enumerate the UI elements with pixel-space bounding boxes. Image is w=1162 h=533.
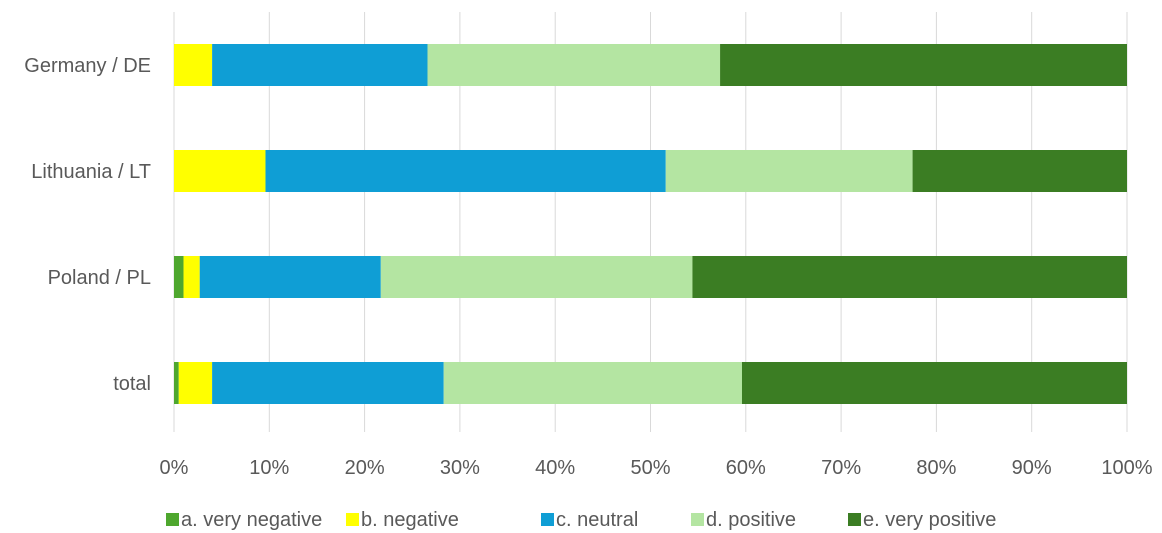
bar-segment: [380, 256, 693, 298]
category-label: total: [113, 373, 151, 395]
x-tick-label: 70%: [821, 457, 861, 479]
bars: [174, 44, 1127, 404]
legend-swatch: [848, 513, 861, 526]
x-tick-label: 20%: [345, 457, 385, 479]
legend-label: c. neutral: [556, 509, 638, 531]
bar-segment: [912, 150, 1127, 192]
bar-segment: [174, 150, 266, 192]
bar-segment: [174, 256, 184, 298]
bar-segment: [720, 44, 1127, 86]
bar-segment: [174, 362, 179, 404]
bar-segment: [178, 362, 213, 404]
bar-segment: [183, 256, 200, 298]
legend-label: d. positive: [706, 509, 796, 531]
legend: a. very negative b. negative c. neutral d. …: [166, 509, 996, 531]
x-tick-label: 0%: [160, 457, 189, 479]
x-tick-label: 60%: [726, 457, 766, 479]
bar-segment: [443, 362, 742, 404]
category-label: Poland / PL: [48, 267, 151, 289]
bar-segment: [692, 256, 1127, 298]
x-tick-label: 90%: [1012, 457, 1052, 479]
bar-segment: [212, 362, 444, 404]
category-label: Germany / DE: [24, 55, 151, 77]
bar-segment: [741, 362, 1127, 404]
x-axis-tick-labels: 0% 10% 20% 30% 40% 50% 60% 70% 80% 90% 100%: [160, 457, 1153, 479]
x-tick-label: 40%: [535, 457, 575, 479]
legend-swatch: [166, 513, 179, 526]
legend-swatch: [541, 513, 554, 526]
x-tick-label: 10%: [249, 457, 289, 479]
bar-segment: [665, 150, 913, 192]
bar-segment: [199, 256, 381, 298]
category-labels: Germany / DE Lithuania / LT Poland / PL tot…: [24, 55, 151, 395]
legend-label: a. very negative: [181, 509, 322, 531]
legend-label: e. very positive: [863, 509, 996, 531]
bar-segment: [265, 150, 666, 192]
legend-label: b. negative: [361, 509, 459, 531]
bar-segment: [427, 44, 721, 86]
bar-segment: [212, 44, 428, 86]
category-label: Lithuania / LT: [31, 161, 151, 183]
x-tick-label: 100%: [1101, 457, 1152, 479]
x-tick-label: 30%: [440, 457, 480, 479]
legend-swatch: [691, 513, 704, 526]
bar-segment: [174, 44, 213, 86]
legend-swatch: [346, 513, 359, 526]
x-tick-label: 50%: [630, 457, 670, 479]
x-tick-label: 80%: [916, 457, 956, 479]
